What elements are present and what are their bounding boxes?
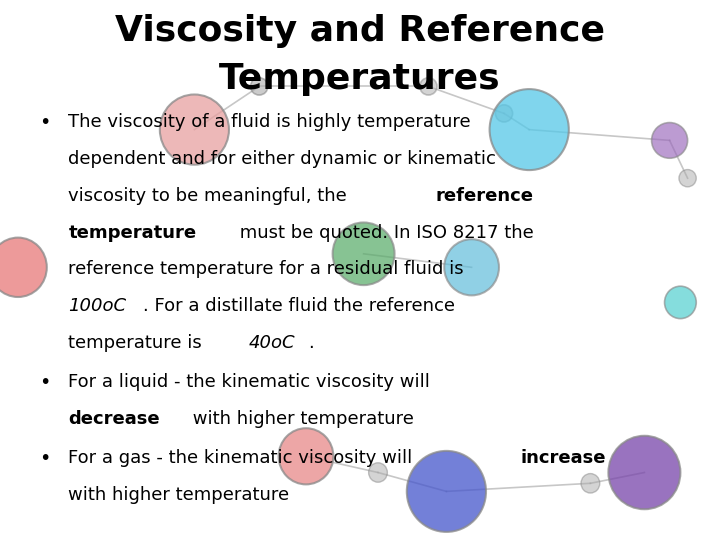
Text: The viscosity of a fluid is highly temperature: The viscosity of a fluid is highly tempe… xyxy=(68,113,471,131)
Text: viscosity to be meaningful, the: viscosity to be meaningful, the xyxy=(68,187,353,205)
Text: with higher temperature: with higher temperature xyxy=(186,410,413,428)
Text: increase: increase xyxy=(520,449,606,467)
Text: dependent and for either dynamic or kinematic: dependent and for either dynamic or kine… xyxy=(68,150,496,168)
Ellipse shape xyxy=(444,239,499,295)
Ellipse shape xyxy=(420,78,437,95)
Text: decrease: decrease xyxy=(68,410,160,428)
Ellipse shape xyxy=(608,436,680,509)
Text: •: • xyxy=(40,373,51,392)
Text: . For a distillate fluid the reference: . For a distillate fluid the reference xyxy=(143,297,455,315)
Ellipse shape xyxy=(333,222,395,285)
Ellipse shape xyxy=(581,474,600,493)
Text: For a gas - the kinematic viscosity will: For a gas - the kinematic viscosity will xyxy=(68,449,418,467)
Text: 40oC: 40oC xyxy=(248,334,295,352)
Text: •: • xyxy=(40,113,51,132)
Text: must be quoted. In ISO 8217 the: must be quoted. In ISO 8217 the xyxy=(234,224,534,241)
Text: .: . xyxy=(309,334,315,352)
Text: reference: reference xyxy=(436,187,534,205)
Ellipse shape xyxy=(407,451,486,532)
Text: temperature: temperature xyxy=(68,224,197,241)
Ellipse shape xyxy=(490,89,569,170)
Text: Temperatures: Temperatures xyxy=(219,62,501,96)
Text: reference temperature for a residual fluid is: reference temperature for a residual flu… xyxy=(68,260,464,278)
Text: with higher temperature: with higher temperature xyxy=(68,486,289,504)
Text: temperature is: temperature is xyxy=(68,334,208,352)
Ellipse shape xyxy=(251,78,268,95)
Ellipse shape xyxy=(652,123,688,158)
Ellipse shape xyxy=(495,105,513,122)
Ellipse shape xyxy=(160,94,229,165)
Ellipse shape xyxy=(665,286,696,319)
Text: 100oC: 100oC xyxy=(68,297,127,315)
Ellipse shape xyxy=(679,170,696,187)
Text: For a liquid - the kinematic viscosity will: For a liquid - the kinematic viscosity w… xyxy=(68,373,431,391)
Text: Viscosity and Reference: Viscosity and Reference xyxy=(115,14,605,48)
Ellipse shape xyxy=(279,428,333,484)
Text: •: • xyxy=(40,449,51,468)
Ellipse shape xyxy=(369,463,387,482)
Ellipse shape xyxy=(0,238,47,297)
